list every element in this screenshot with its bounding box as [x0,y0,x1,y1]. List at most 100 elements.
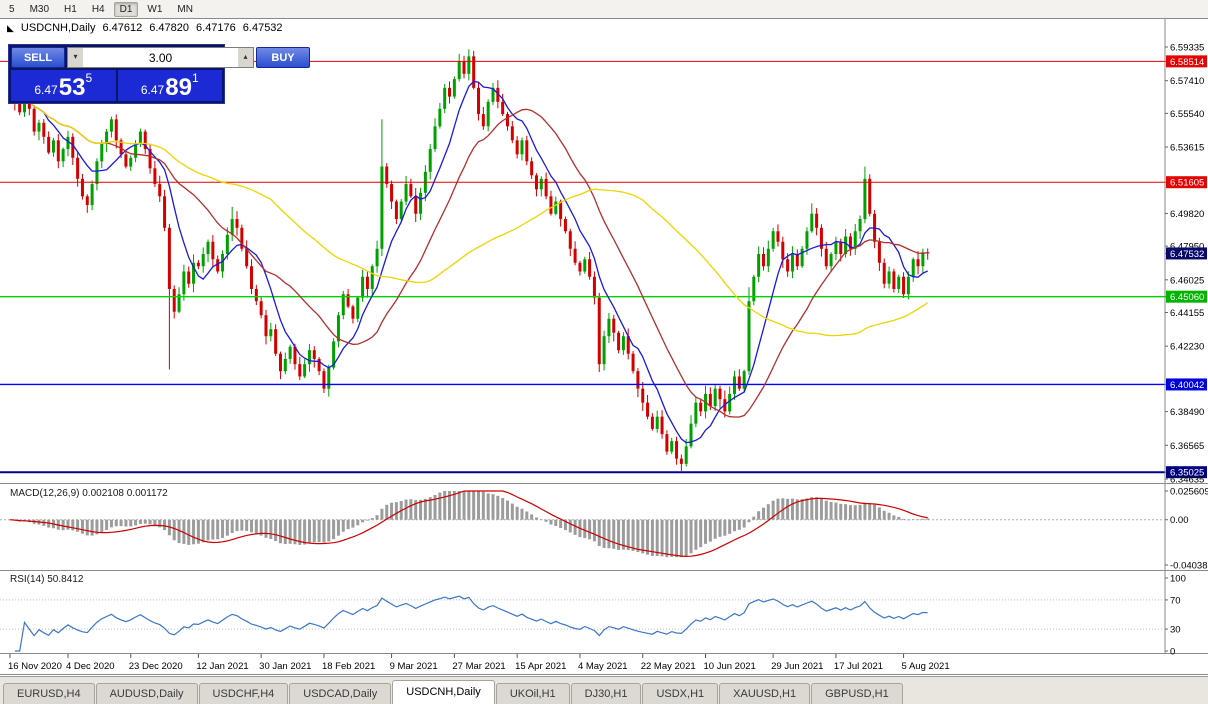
timeframe-button-5[interactable]: 5 [3,2,21,17]
date-tick-label: 16 Nov 2020 [8,661,62,672]
candle-body [631,353,635,372]
chart-title-close: 6.47532 [242,22,283,34]
macd-histogram-bar [375,515,379,520]
macd-histogram-bar [467,491,471,520]
macd-histogram-bar [877,507,881,520]
price-axis[interactable]: 6.59335 6.58514 6.57410 6.55540 6.53615 6.516… [1164,18,1207,653]
macd-histogram-bar [158,519,162,528]
buy-price-display[interactable]: 6.47 89 1 [117,70,222,101]
price-level-label: 6.51605 [1170,178,1204,189]
candle-body [370,266,374,289]
candle-body [795,254,799,267]
date-tick-label: 27 Mar 2021 [452,661,505,672]
candle-body [747,301,751,372]
candle-body [626,336,630,354]
macd-histogram-bar [592,519,596,542]
chart-tab-usdchf-h4[interactable]: USDCHF,H4 [198,683,289,704]
chart-tab-xauusd-h1[interactable]: XAUUSD,H1 [719,683,811,704]
candle-body [240,227,244,249]
candle-body [641,388,645,403]
macd-histogram-bar [66,519,70,530]
price-tick-label: 6.57410 [1170,76,1204,87]
macd-histogram-bar [264,519,268,538]
candle-body [472,56,476,88]
macd-histogram-bar [689,519,693,554]
candle-body [230,219,234,235]
candle-body [365,276,369,289]
candles-layer[interactable] [8,49,930,471]
candle-body [718,388,722,400]
candle-body [568,231,572,249]
macd-histogram-bar [621,519,625,550]
candle-body [153,168,157,185]
lot-size-control: ▾ ▴ [67,47,254,68]
chart-tab-gbpusd-h1[interactable]: GBPUSD,H1 [811,683,903,704]
buy-button[interactable]: BUY [256,47,310,68]
macd-histogram-bar [76,519,80,532]
macd-histogram-bar [423,498,427,520]
candle-body [250,266,253,289]
lot-size-input[interactable] [83,48,238,67]
chart-title-low: 6.47176 [196,22,236,34]
horizontal-lines-layer[interactable] [0,60,1165,474]
candle-body [617,332,621,351]
chart-tab-usdx-h1[interactable]: USDX,H1 [642,683,719,704]
macd-histogram-bar [433,494,437,520]
candle-body [708,393,712,407]
macd-histogram-bar [61,519,65,531]
timeframe-button-m30[interactable]: M30 [24,2,55,17]
date-tick-label: 4 Dec 2020 [66,661,115,672]
macd-histogram-bar [699,519,703,548]
date-tick-label: 22 May 2021 [641,661,696,672]
macd-histogram-bar [307,519,311,544]
price-level-label: 6.35025 [1170,468,1204,479]
candle-body [428,149,432,172]
macd-histogram-bar [631,519,635,551]
candle-body [462,61,466,74]
candle-body [158,184,162,197]
chart-tab-dj30-h1[interactable]: DJ30,H1 [570,683,642,704]
candle-body [414,196,418,214]
macd-histogram-bar [95,519,99,535]
timeframe-button-mn[interactable]: MN [171,2,199,17]
price-chart-canvas[interactable]: 6.59335 6.58514 6.57410 6.55540 6.53615 6.516… [0,18,1208,676]
macd-histogram-bar [921,518,925,520]
chart-tab-ukoil-h1[interactable]: UKOil,H1 [495,683,570,704]
macd-histogram-bar [819,498,823,520]
candle-body [32,108,36,132]
rsi-pane-label: RSI(14) 50.8412 [10,574,84,585]
timeframe-button-d1[interactable]: D1 [113,1,139,17]
candle-body [80,178,84,197]
macd-histogram-bar [143,519,147,524]
macd-histogram-bar [800,499,804,520]
lot-decrease-button[interactable]: ▾ [68,48,83,67]
timeframe-button-h1[interactable]: H1 [58,2,83,17]
candle-body [336,315,340,342]
macd-histogram-bar [515,506,519,520]
macd-signal-line [9,490,928,558]
candle-body [505,114,509,127]
candle-body [443,87,447,109]
macd-histogram-bar [124,519,128,527]
timeframe-button-w1[interactable]: W1 [141,2,168,17]
timeframe-button-h4[interactable]: H4 [86,2,111,17]
chart-tab-usdcad-daily[interactable]: USDCAD,Daily [289,683,392,704]
macd-histogram-bar [684,519,688,556]
sell-button[interactable]: SELL [11,47,65,68]
date-axis[interactable]: 16 Nov 2020 4 Dec 2020 23 Dec 2020 12 Jan 2… [8,654,950,672]
chart-tab-eurusd-h4[interactable]: EURUSD,H4 [3,683,95,704]
lot-increase-button[interactable]: ▴ [238,48,253,67]
chart-tab-audusd-daily[interactable]: AUDUSD,Daily [95,683,198,704]
candle-body [563,219,567,232]
date-tick-label: 10 Jun 2021 [704,661,756,672]
macd-histogram-bar [153,519,157,526]
macd-histogram-bar [839,503,843,520]
chart-title-symbol: USDCNH,Daily [20,22,96,34]
sell-price-display[interactable]: 6.47 53 5 [11,70,116,101]
macd-histogram-bar [80,519,84,534]
rsi-pane: RSI(14) 50.8412 100 70 30 0 [0,574,1186,658]
macd-histogram-bar [612,519,616,549]
candle-body [486,101,490,127]
chart-tab-usdcnh-daily[interactable]: USDCNH,Daily [392,680,495,704]
